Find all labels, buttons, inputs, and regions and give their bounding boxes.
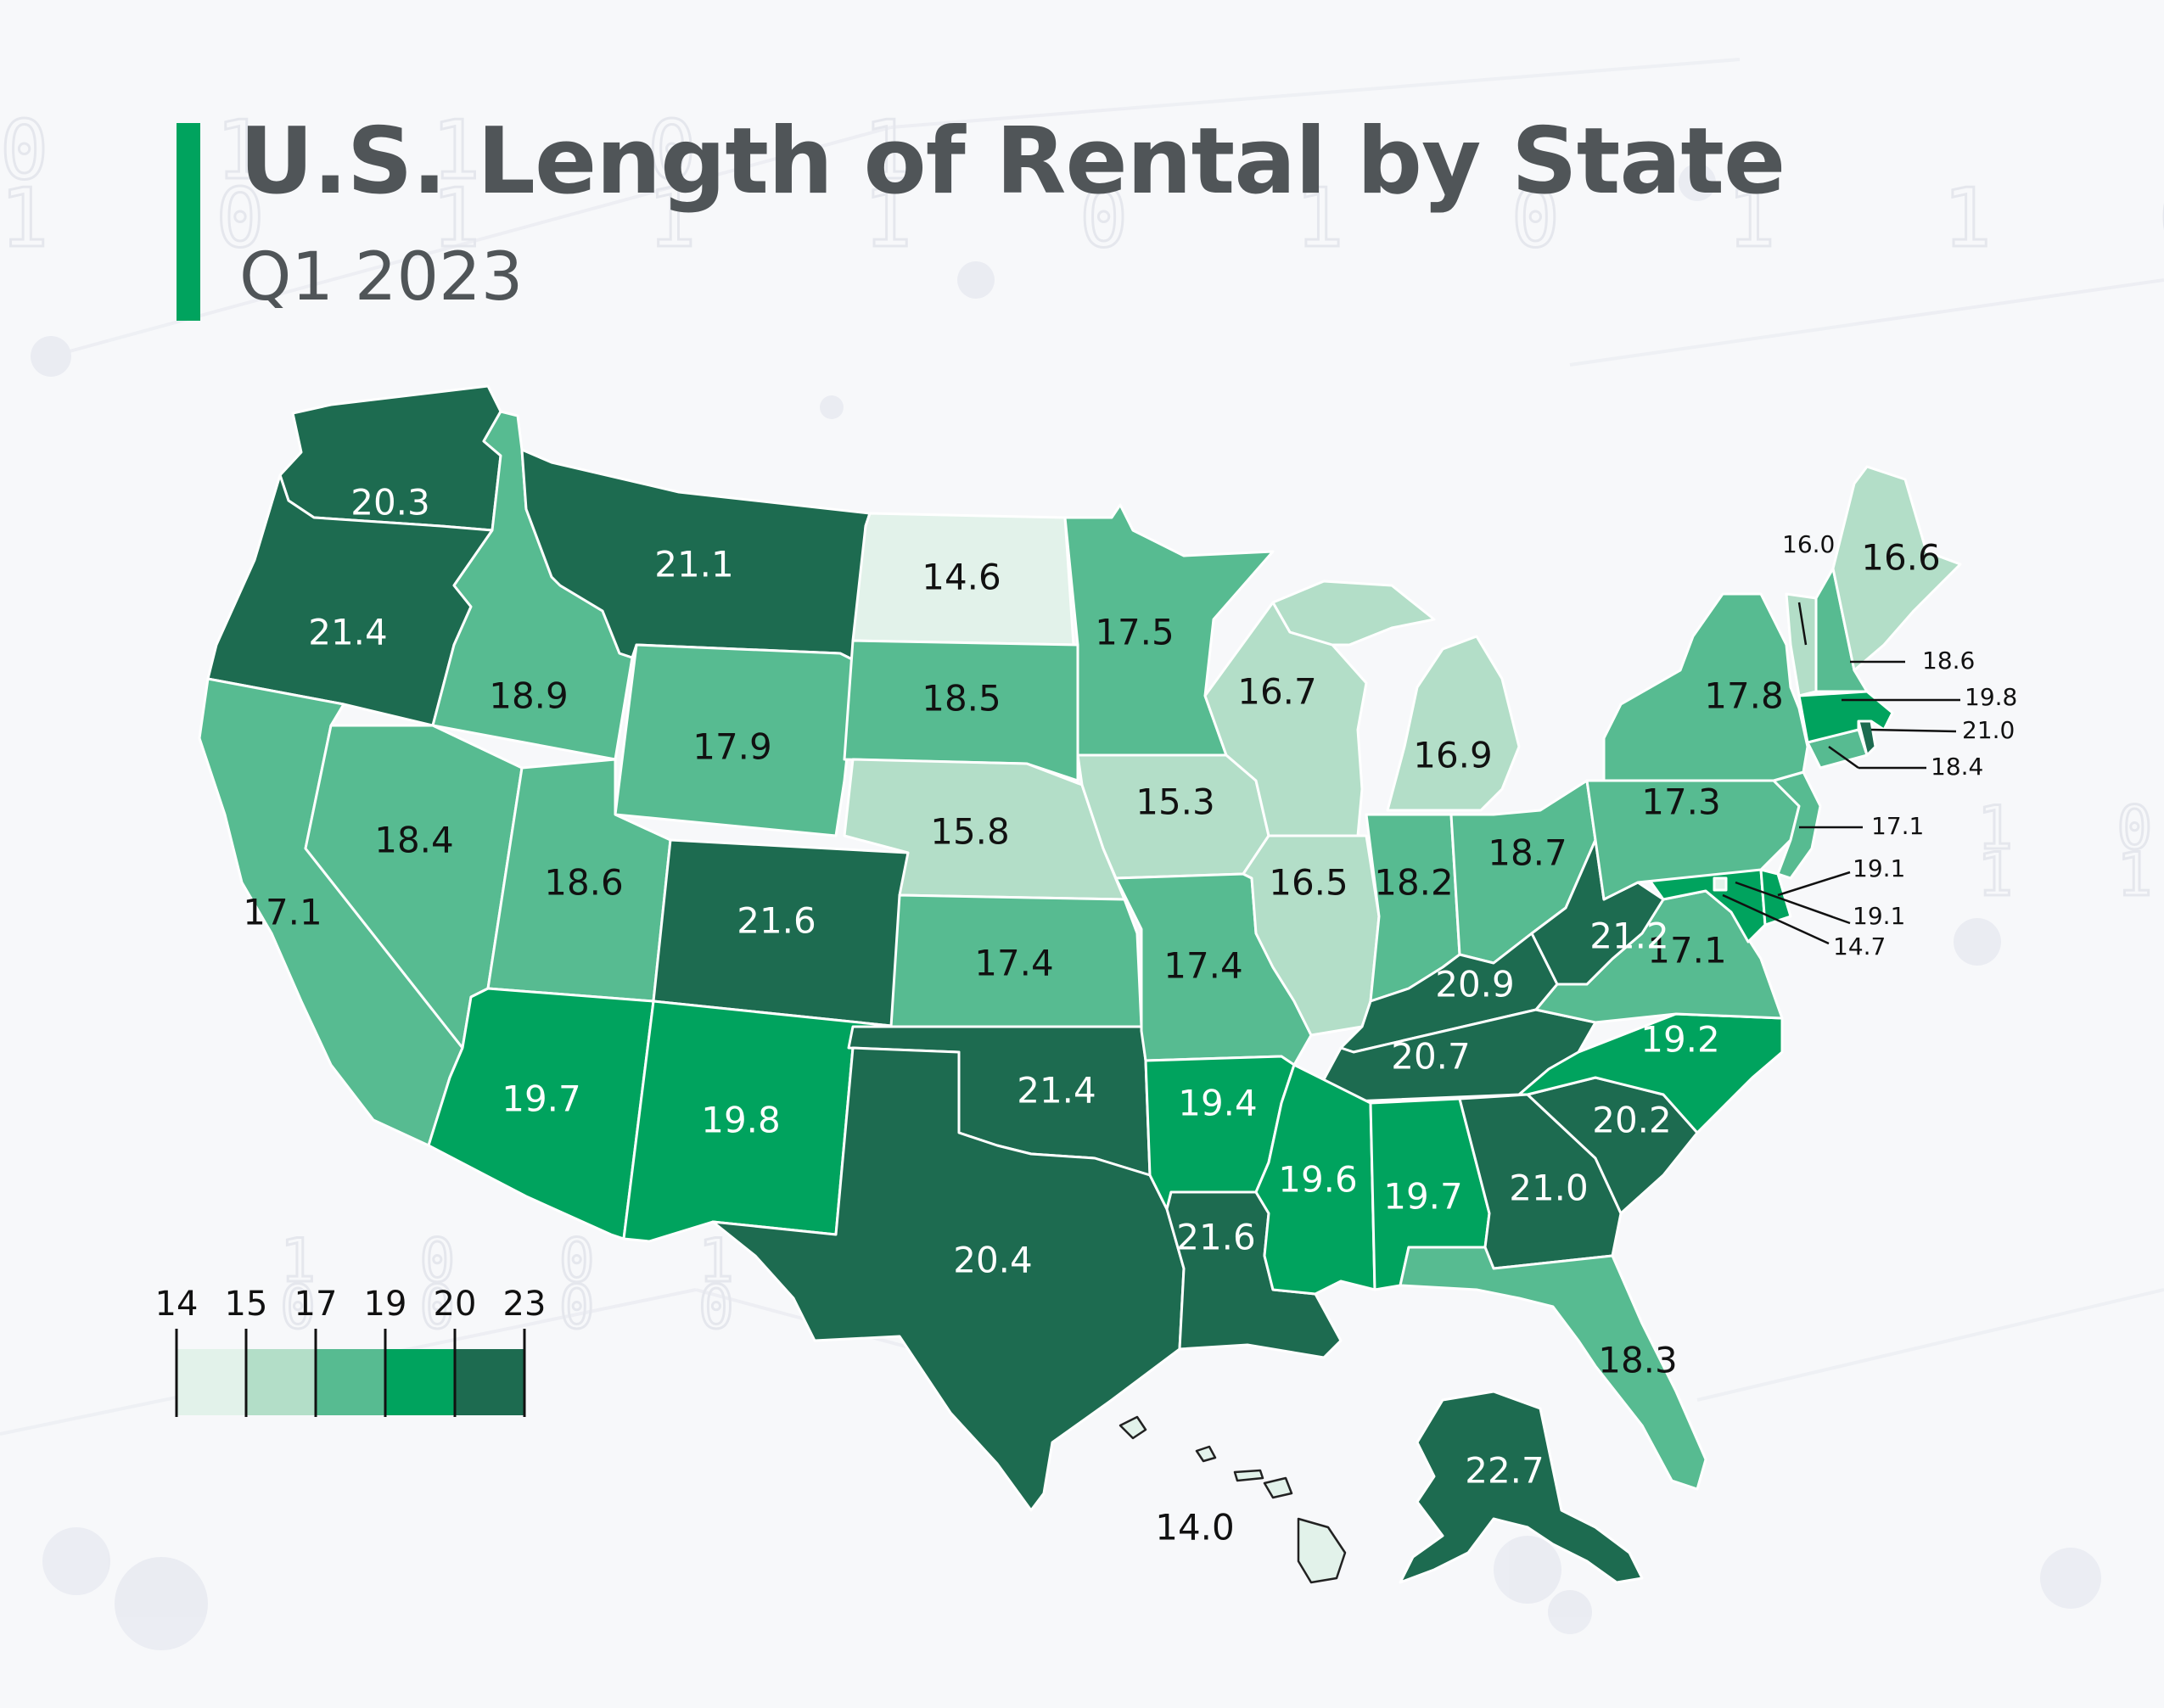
value-label-tx: 20.4 [953,1240,1033,1281]
value-label-oh: 18.7 [1488,832,1567,874]
state-IL [1242,834,1381,1037]
us-states [198,384,1962,1584]
value-label-az: 19.7 [502,1078,581,1120]
state-value-labels: 20.3 21.4 17.1 18.9 18.4 21.1 17.9 18.6 19.7 21.6… [243,482,2017,1548]
svg-text:0 0 0 0 1: 0 0 0 0 1 [280,1273,907,1342]
value-label-or: 21.4 [308,612,388,653]
state-NY [1602,592,1809,782]
value-label-wa: 20.3 [350,482,430,524]
value-label-ct: 18.4 [1931,753,1983,781]
state-HI-big-island [1297,1517,1347,1584]
value-label-mo: 17.4 [1163,945,1243,987]
state-AK [1399,1390,1644,1584]
value-label-hi: 14.0 [1155,1507,1235,1548]
state-NH [1814,567,1869,693]
state-ME [1831,465,1962,672]
color-legend: 14 15 17 19 20 23 [155,1285,547,1417]
value-label-ks: 17.4 [974,943,1054,984]
legend-swatch-4 [455,1349,524,1415]
value-label-al: 19.7 [1383,1176,1463,1218]
value-label-sc: 20.2 [1592,1100,1672,1141]
page-subtitle: Q1 2023 [239,239,524,316]
state-VT [1785,592,1818,697]
value-label-mt: 21.1 [654,544,734,585]
state-FL [1399,1246,1707,1491]
value-label-wv: 21.2 [1589,916,1669,957]
value-label-fl: 18.3 [1598,1340,1678,1381]
state-DC [1713,876,1728,892]
leader-lines [1722,602,1960,945]
value-label-ky: 20.9 [1435,964,1515,1005]
value-label-vt: 16.0 [1782,530,1835,558]
legend-tick-label-2: 17 [294,1285,338,1324]
value-label-ga: 21.0 [1509,1168,1589,1209]
value-label-ne: 15.8 [930,811,1010,853]
value-label-co: 21.6 [737,900,816,942]
value-label-ar: 19.4 [1178,1083,1258,1124]
value-label-sd: 18.5 [922,678,1001,720]
value-label-il: 16.5 [1269,862,1348,904]
value-label-wy: 17.9 [692,726,772,768]
state-HI-oahu [1195,1445,1217,1463]
state-HI [1118,1415,1147,1440]
value-label-la: 21.6 [1176,1217,1256,1258]
value-label-id: 18.9 [489,675,569,717]
legend-swatch-1 [246,1349,316,1415]
value-label-mn: 17.5 [1095,612,1175,653]
legend-tick-label-0: 14 [155,1285,199,1324]
state-HI-molokai [1233,1469,1264,1482]
state-HI-maui [1263,1476,1293,1499]
value-label-nv: 18.4 [374,820,454,861]
legend-tick-label-1: 15 [225,1285,268,1324]
value-label-nc: 19.2 [1640,1019,1720,1061]
state-NJ [1772,770,1822,880]
state-HI-group [1118,1415,1347,1584]
legend-tick-label-3: 19 [364,1285,407,1324]
value-label-me: 16.6 [1861,537,1941,579]
legend-swatch-0 [177,1349,246,1415]
value-label-wi: 16.7 [1237,671,1317,713]
value-label-ri: 21.0 [1962,716,2015,744]
legend-swatch-3 [385,1349,455,1415]
state-NC [1517,1012,1784,1134]
value-label-va: 17.1 [1647,930,1727,972]
value-label-nm: 19.8 [701,1100,781,1141]
value-label-ny: 17.8 [1704,675,1784,717]
value-label-in: 18.2 [1374,862,1454,904]
value-label-dc: 14.7 [1833,932,1886,960]
value-label-mi: 16.9 [1413,735,1493,776]
state-TX [711,1046,1186,1512]
value-label-ok: 21.4 [1017,1070,1096,1112]
value-label-ca: 17.1 [243,892,322,933]
value-label-nh: 18.6 [1922,647,1975,675]
legend-tick-label-4: 20 [434,1285,477,1324]
value-label-ma: 19.8 [1965,683,2017,711]
legend-tick-label-5: 23 [503,1285,547,1324]
page-title: U.S. Length of Rental by State [239,109,1786,215]
state-MA [1797,690,1894,744]
value-label-ut: 18.6 [544,862,624,904]
value-label-ms: 19.6 [1278,1159,1358,1201]
state-MN [1063,503,1275,757]
svg-text:0 1 1 0 1: 0 1 1 0 1 [0,104,972,198]
background-decoration: 0 1 1 0 1 1 0 1 1 1 0 1 0 1 1 0 1 1 0 1 … [0,58,2164,1650]
value-label-pa: 17.3 [1641,781,1721,823]
state-KS [889,893,1143,1028]
state-MI [1271,580,1521,812]
svg-text:1 1 0: 1 1 0 [1977,840,2164,910]
value-label-nj: 17.1 [1871,812,1924,840]
svg-text:1 0 1: 1 0 1 [1977,793,2164,863]
value-label-ak: 22.7 [1465,1450,1545,1492]
value-label-md: 19.1 [1853,902,1905,930]
value-label-de: 19.1 [1853,854,1905,882]
title-accent-bar [177,123,200,321]
value-label-ia: 15.3 [1135,781,1215,823]
legend-swatch-2 [316,1349,385,1415]
value-label-nd: 14.6 [922,557,1001,598]
value-label-tn: 20.7 [1391,1036,1471,1078]
svg-text:1 0 1 1 1 0 1 0 1 1 0 1 1 0 1: 1 0 1 1 1 0 1 0 1 1 0 1 1 0 1 [0,172,2164,266]
